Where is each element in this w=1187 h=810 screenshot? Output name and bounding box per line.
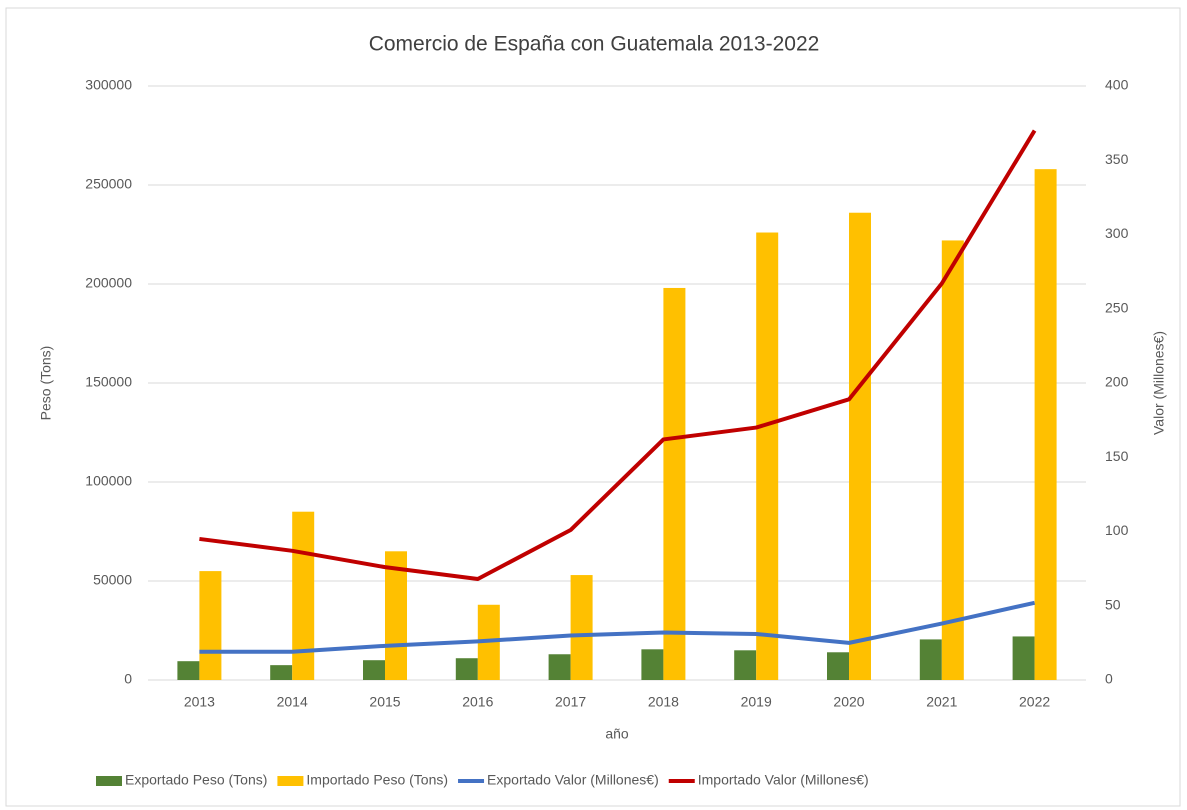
y2-tick-label: 50 xyxy=(1105,596,1121,612)
y-tick-label: 250000 xyxy=(85,176,132,192)
y2-tick-label: 100 xyxy=(1105,522,1129,538)
bar xyxy=(548,654,571,680)
bar xyxy=(734,650,757,680)
x-tick-label: 2017 xyxy=(555,694,586,710)
legend-label: Importado Valor (Millones€) xyxy=(698,772,869,788)
x-tick-label: 2014 xyxy=(277,694,308,710)
x-tick-label: 2022 xyxy=(1019,694,1050,710)
bar xyxy=(570,575,593,680)
bar xyxy=(177,661,200,680)
bar xyxy=(663,287,686,680)
y2-axis-title: Valor (Millones€) xyxy=(1151,331,1167,435)
x-axis-title: año xyxy=(605,726,629,742)
y2-tick-label: 400 xyxy=(1105,77,1129,93)
y-tick-label: 150000 xyxy=(85,374,132,390)
y-tick-label: 100000 xyxy=(85,473,132,489)
bar xyxy=(363,660,385,680)
chart-title: Comercio de España con Guatemala 2013-20… xyxy=(369,33,820,56)
line xyxy=(199,129,1037,582)
bar xyxy=(849,212,871,680)
x-tick-label: 2021 xyxy=(926,694,957,710)
y2-tick-label: 200 xyxy=(1105,374,1129,390)
legend-label: Importado Peso (Tons) xyxy=(306,772,448,788)
bar xyxy=(455,658,478,680)
legend-swatch xyxy=(96,776,122,786)
y2-tick-label: 0 xyxy=(1105,671,1113,687)
x-tick-label: 2013 xyxy=(184,694,215,710)
bar xyxy=(756,232,779,680)
bar xyxy=(827,652,849,680)
legend-swatch xyxy=(277,776,304,786)
y-tick-label: 300000 xyxy=(85,77,132,93)
bar xyxy=(941,240,964,680)
y-tick-label: 50000 xyxy=(93,572,132,588)
bar xyxy=(292,511,315,680)
x-tick-label: 2019 xyxy=(741,694,772,710)
bar xyxy=(270,665,293,680)
legend-label: Exportado Valor (Millones€) xyxy=(487,772,659,788)
x-tick-label: 2016 xyxy=(462,694,493,710)
y-tick-label: 200000 xyxy=(85,275,132,291)
bar xyxy=(199,571,222,680)
y2-tick-label: 150 xyxy=(1105,448,1129,464)
bar xyxy=(919,639,942,680)
bar xyxy=(641,649,664,680)
y2-tick-label: 300 xyxy=(1105,225,1129,241)
bar xyxy=(1012,636,1035,680)
x-tick-label: 2018 xyxy=(648,694,679,710)
y-axis-title: Peso (Tons) xyxy=(38,346,54,421)
x-tick-label: 2020 xyxy=(833,694,864,710)
line xyxy=(199,600,1036,654)
bar xyxy=(1034,169,1057,680)
y2-tick-label: 350 xyxy=(1105,151,1129,167)
x-tick-label: 2015 xyxy=(369,694,400,710)
bar xyxy=(385,551,407,680)
y2-tick-label: 250 xyxy=(1105,299,1129,315)
chart-border xyxy=(5,7,1181,807)
y-tick-label: 0 xyxy=(124,671,132,687)
legend-label: Exportado Peso (Tons) xyxy=(125,772,267,788)
